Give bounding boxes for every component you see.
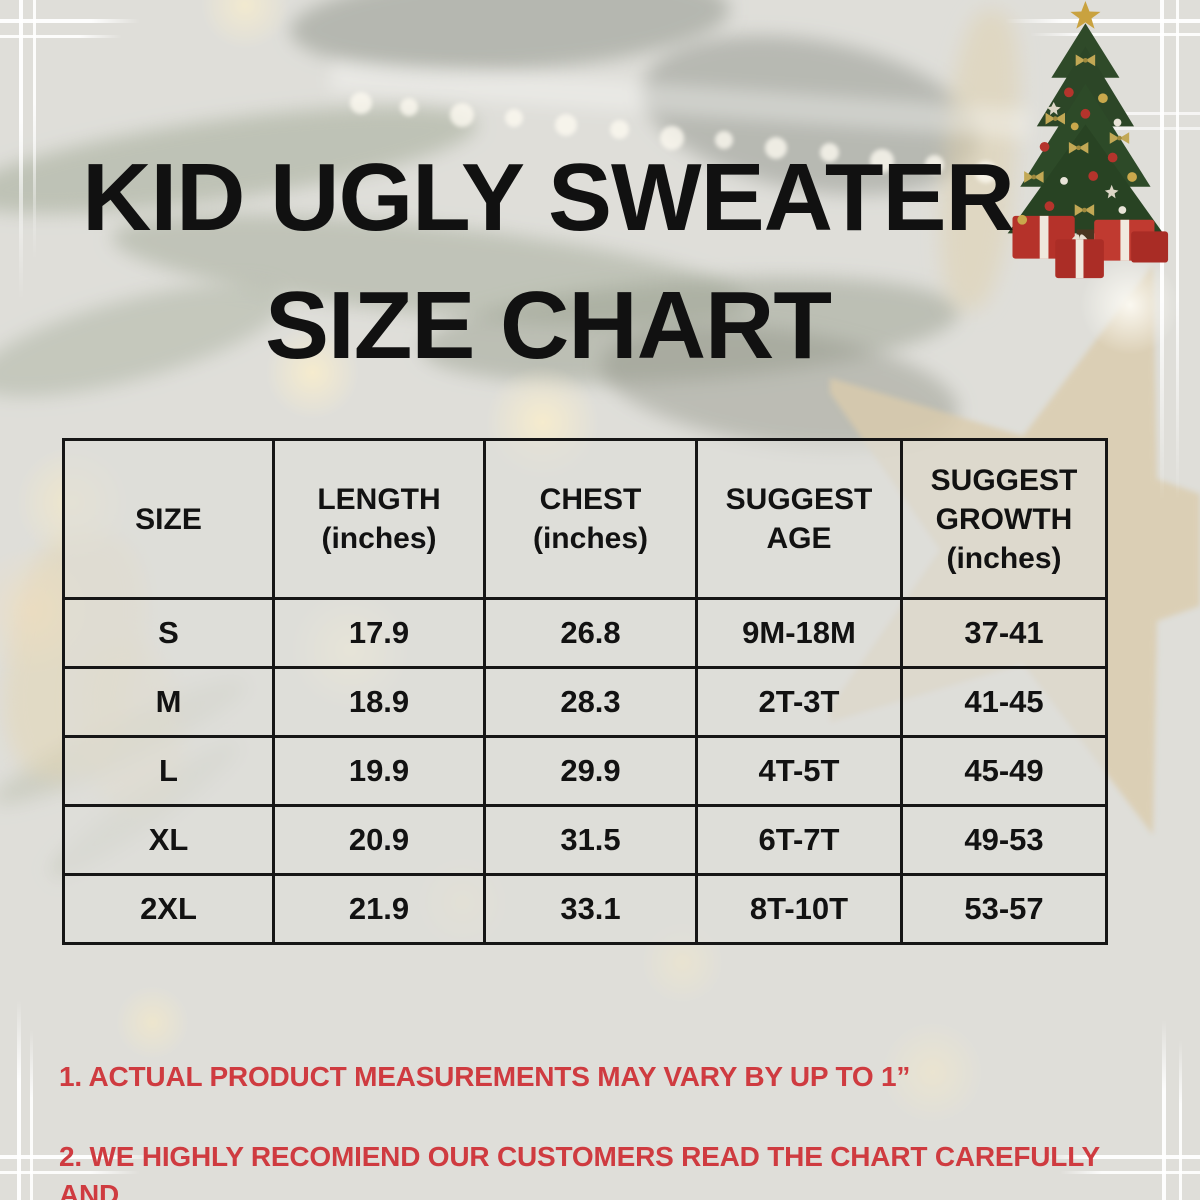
title-line-1: KID UGLY SWEATER	[82, 144, 1015, 251]
growth-cell: 41-45	[900, 666, 1108, 738]
christmas-tree-image	[1007, 0, 1169, 279]
growth-cell: 49-53	[900, 804, 1108, 876]
age-cell: 9M-18M	[695, 597, 903, 669]
gift-boxes	[1012, 215, 1169, 279]
column-header-chest: CHEST (inches)	[483, 438, 698, 600]
garland-bead	[715, 131, 733, 149]
size-cell: M	[62, 666, 275, 738]
garland-bead	[610, 120, 629, 139]
garland-bead	[555, 114, 577, 136]
size-cell: 2XL	[62, 873, 275, 945]
footnote-2: 2. WE HIGHLY RECOMIEND OUR CUSTOMERS REA…	[59, 1141, 1100, 1200]
age-cell: 4T-5T	[695, 735, 903, 807]
age-cell: 6T-7T	[695, 804, 903, 876]
bokeh-light	[115, 985, 190, 1060]
garland-bead	[820, 143, 839, 162]
garland-bead	[765, 137, 787, 159]
title-line-2: SIZE CHART	[265, 272, 832, 379]
column-header-size: SIZE	[62, 438, 275, 600]
size-cell: L	[62, 735, 275, 807]
bokeh-light	[880, 1020, 985, 1125]
chest-cell: 29.9	[483, 735, 698, 807]
length-cell: 18.9	[272, 666, 486, 738]
garland-bead	[400, 98, 418, 116]
garland-bead	[660, 126, 684, 150]
ornaments	[1017, 87, 1137, 225]
growth-cell: 53-57	[900, 873, 1108, 945]
column-header-length: LENGTH (inches)	[272, 438, 486, 600]
column-header-suggest-age: SUGGEST AGE	[695, 438, 903, 600]
length-cell: 21.9	[272, 873, 486, 945]
bokeh-light	[265, 325, 360, 420]
garland-bead	[870, 149, 894, 173]
table-row: L 19.9 29.9 4T-5T 45-49	[62, 735, 1108, 807]
growth-cell: 45-49	[900, 735, 1108, 807]
table-row: 2XL 21.9 33.1 8T-10T 53-57	[62, 873, 1108, 945]
garland-bead	[975, 161, 997, 183]
table-row: M 18.9 28.3 2T-3T 41-45	[62, 666, 1108, 738]
length-cell: 17.9	[272, 597, 486, 669]
page-title: KID UGLY SWEATER SIZE CHART	[0, 150, 1096, 374]
footnote-1: 1. ACTUAL PRODUCT MEASUREMENTS MAY VARY …	[59, 1061, 911, 1092]
size-cell: S	[62, 597, 275, 669]
garland-bead	[450, 103, 474, 127]
size-chart-table: SIZE LENGTH (inches) CHEST (inches) SUGG…	[62, 438, 1108, 945]
chest-cell: 31.5	[483, 804, 698, 876]
table-row: S 17.9 26.8 9M-18M 37-41	[62, 597, 1108, 669]
footnotes: 1. ACTUAL PRODUCT MEASUREMENTS MAY VARY …	[59, 1020, 1139, 1200]
growth-cell: 37-41	[900, 597, 1108, 669]
chest-cell: 26.8	[483, 597, 698, 669]
column-header-suggest-growth: SUGGEST GROWTH (inches)	[900, 438, 1108, 600]
chest-cell: 28.3	[483, 666, 698, 738]
age-cell: 2T-3T	[695, 666, 903, 738]
garland-bead	[350, 92, 372, 114]
length-cell: 19.9	[272, 735, 486, 807]
header-row: SIZE LENGTH (inches) CHEST (inches) SUGG…	[62, 438, 1108, 600]
garland-bead	[925, 155, 944, 174]
size-cell: XL	[62, 804, 275, 876]
chest-cell: 33.1	[483, 873, 698, 945]
table-row: XL 20.9 31.5 6T-7T 49-53	[62, 804, 1108, 876]
length-cell: 20.9	[272, 804, 486, 876]
age-cell: 8T-10T	[695, 873, 903, 945]
garland-bead	[505, 109, 523, 127]
